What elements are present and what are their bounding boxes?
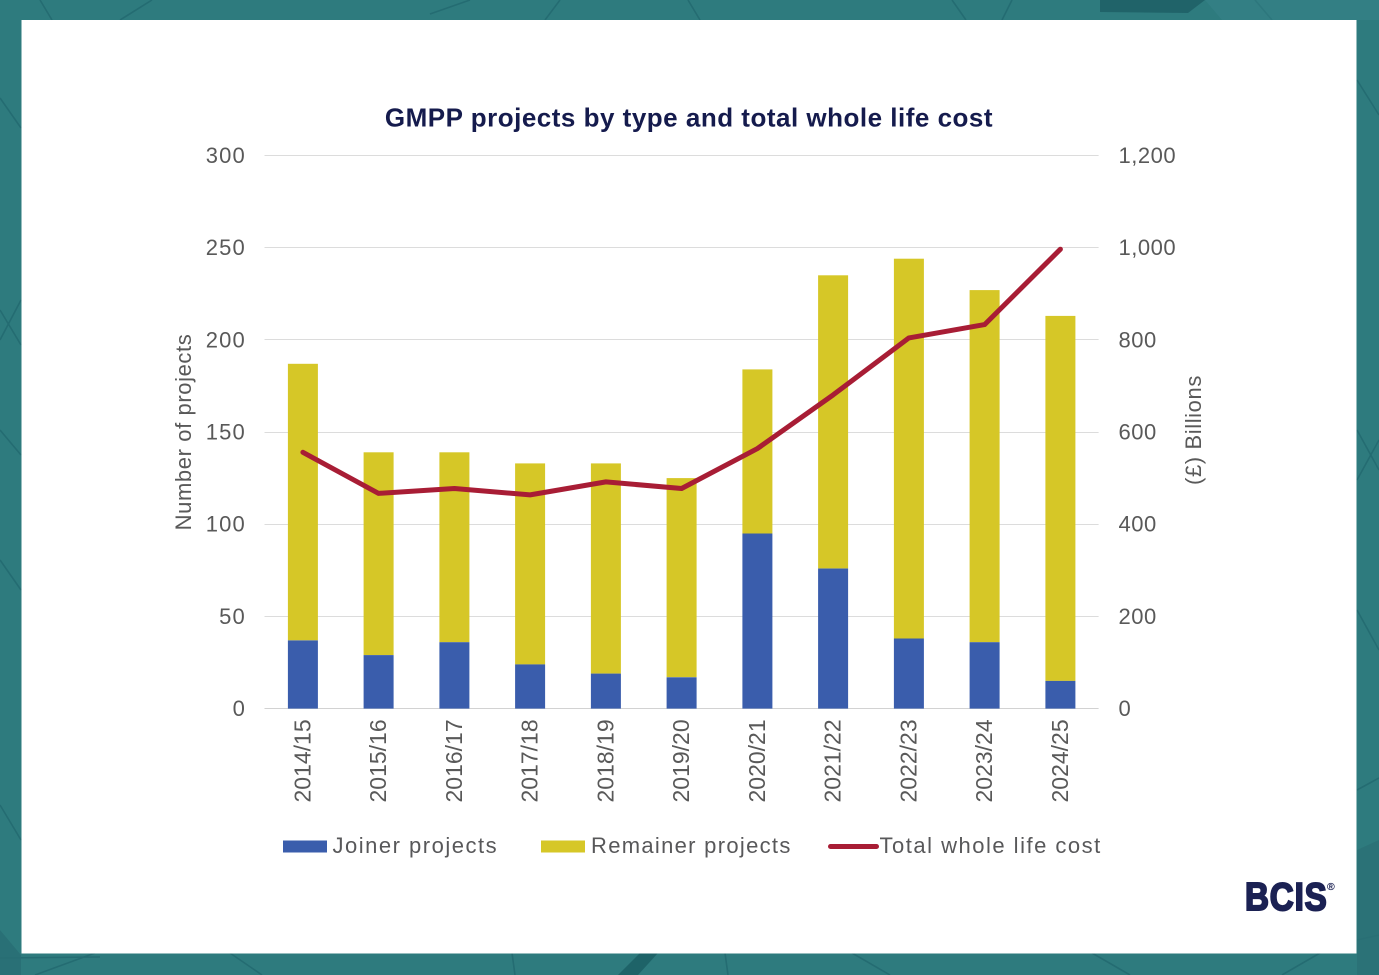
svg-text:0: 0 [233,696,246,721]
svg-text:100: 100 [206,512,246,537]
svg-text:2017/18: 2017/18 [517,719,543,802]
svg-text:Remainer projects: Remainer projects [591,833,792,858]
svg-text:2021/22: 2021/22 [820,719,846,802]
svg-text:250: 250 [206,235,246,260]
svg-text:200: 200 [206,327,246,352]
svg-text:2015/16: 2015/16 [365,719,391,802]
svg-text:Number of projects: Number of projects [171,334,196,531]
svg-text:2024/25: 2024/25 [1047,719,1073,802]
svg-text:1,200: 1,200 [1119,143,1177,168]
svg-text:600: 600 [1119,420,1157,445]
svg-text:300: 300 [206,143,246,168]
svg-text:400: 400 [1119,512,1157,537]
svg-text:2022/23: 2022/23 [895,719,921,802]
svg-text:50: 50 [219,604,246,629]
svg-text:2019/20: 2019/20 [668,719,694,802]
svg-text:Total whole life cost: Total whole life cost [880,833,1102,858]
svg-text:0: 0 [1119,696,1132,721]
svg-text:200: 200 [1119,604,1157,629]
svg-text:2016/17: 2016/17 [441,719,467,802]
svg-text:2023/24: 2023/24 [971,719,997,802]
svg-text:®: ® [1327,881,1335,893]
svg-text:2018/19: 2018/19 [592,719,618,802]
svg-text:1,000: 1,000 [1119,235,1177,260]
svg-text:150: 150 [206,420,246,445]
svg-text:(£) Billions: (£) Billions [1181,375,1206,485]
svg-text:2014/15: 2014/15 [289,719,315,802]
svg-text:800: 800 [1119,327,1157,352]
svg-text:2020/21: 2020/21 [744,719,770,802]
svg-text:Joiner projects: Joiner projects [333,833,499,858]
svg-text:GMPP projects by type and tota: GMPP projects by type and total whole li… [385,103,993,133]
svg-text:BCIS: BCIS [1245,874,1328,918]
